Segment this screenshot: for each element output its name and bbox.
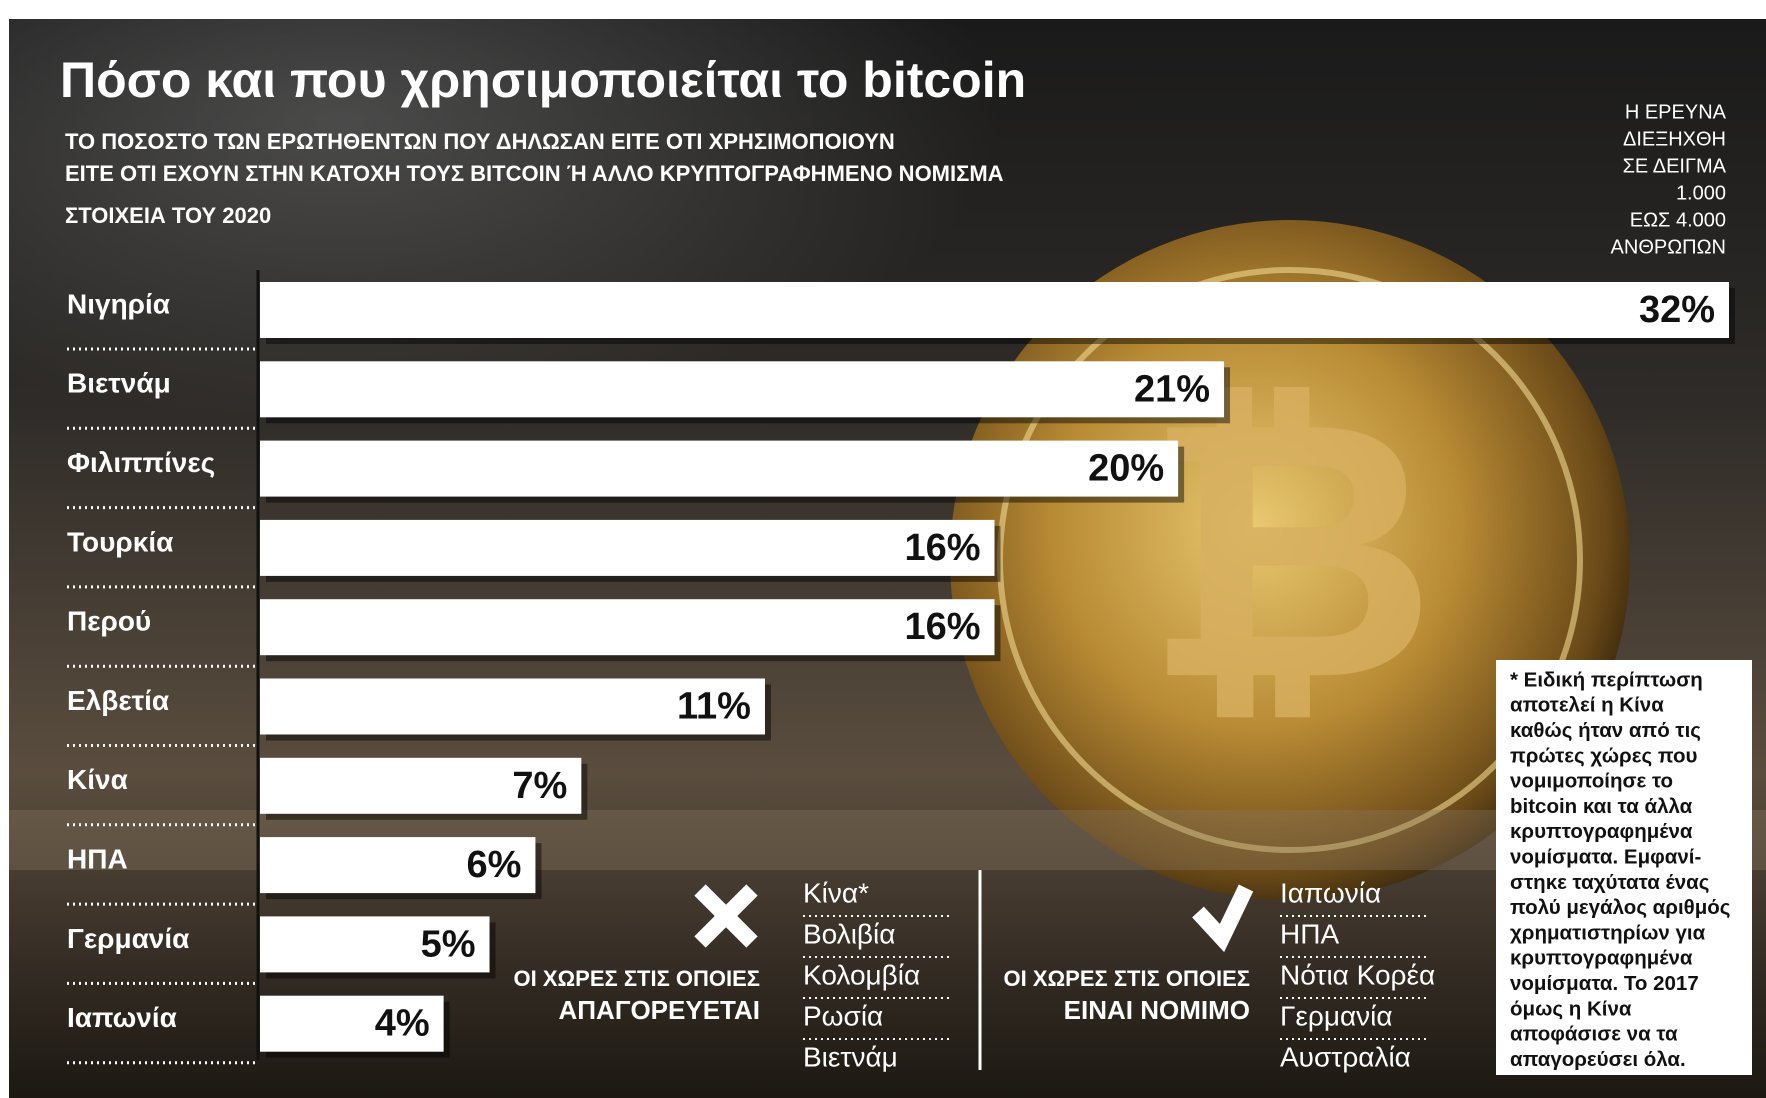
category-label: ΗΠΑ bbox=[67, 843, 128, 874]
value-label: 20% bbox=[1088, 448, 1164, 490]
haze bbox=[9, 19, 1109, 519]
footnote-line: bitcoin και τα άλλα bbox=[1510, 795, 1693, 818]
value-label: 5% bbox=[421, 923, 476, 965]
category-label: Τουρκία bbox=[67, 526, 173, 557]
banned-country: Βιετνάμ bbox=[803, 1041, 898, 1072]
footnote-line: πολύ μεγάλος αριθμός bbox=[1510, 896, 1730, 919]
bar bbox=[260, 440, 1179, 497]
bar bbox=[260, 361, 1225, 418]
footnote-line: πρώτες χώρες που bbox=[1510, 744, 1697, 767]
bar bbox=[260, 678, 765, 735]
category-label: Ελβετία bbox=[67, 685, 169, 716]
value-label: 16% bbox=[904, 606, 980, 648]
category-label: Φιλιππίνες bbox=[67, 447, 215, 478]
bar bbox=[260, 995, 444, 1052]
cross-icon bbox=[694, 884, 758, 948]
survey-note: ΔΙΕΞΗΧΘΗ bbox=[1623, 128, 1726, 150]
survey-note: 1.000 bbox=[1676, 182, 1726, 204]
footnote-line: χρηματιστηρίων για bbox=[1510, 921, 1706, 944]
value-label: 4% bbox=[375, 1003, 430, 1045]
category-label: Κίνα bbox=[67, 764, 128, 795]
source-year: ΣΤΟΙΧΕΙΑ ΤΟΥ 2020 bbox=[65, 203, 271, 228]
footnote-line: αποφάσισε να τα bbox=[1510, 1023, 1678, 1046]
banned-country: Κολομβία bbox=[803, 959, 920, 990]
chart-title: Πόσο και που χρησιμοποιείται το bitcoin bbox=[60, 52, 1026, 108]
category-label: Νιγηρία bbox=[67, 288, 170, 319]
footnote-line: νομίσματα. Εμφανί- bbox=[1510, 846, 1701, 869]
banned-country: Βολιβία bbox=[803, 918, 895, 949]
footnote-line: απαγορεύσει όλα. bbox=[1510, 1048, 1686, 1071]
subtitle: ΤΟ ΠΟΣΟΣΤΟ ΤΩΝ ΕΡΩΤΗΘΕΝΤΩΝ ΠΟΥ ΔΗΛΩΣΑΝ Ε… bbox=[65, 129, 895, 154]
footnote-line: * Ειδική περίπτωση bbox=[1510, 668, 1703, 691]
survey-note: ΕΩΣ 4.000 bbox=[1630, 209, 1726, 231]
value-label: 32% bbox=[1639, 289, 1715, 331]
legal-label: ΟΙ ΧΩΡΕΣ ΣΤΙΣ ΟΠΟΙΕΣ bbox=[1004, 966, 1250, 991]
footnote-line: κρυπτογραφημένα bbox=[1510, 820, 1693, 843]
bar bbox=[260, 916, 490, 973]
category-label: Βιετνάμ bbox=[67, 368, 171, 399]
legal-country: Νότια Κορέα bbox=[1280, 959, 1435, 990]
value-label: 21% bbox=[1134, 368, 1210, 410]
legal-country: Αυστραλία bbox=[1280, 1041, 1411, 1072]
category-label: Περού bbox=[67, 606, 151, 637]
subtitle: ΕΙΤΕ ΟΤΙ ΕΧΟΥΝ ΣΤΗΝ ΚΑΤΟΧΗ ΤΟΥΣ BITCOIN … bbox=[65, 161, 1004, 186]
footnote-line: στηκε ταχύτατα ένας bbox=[1510, 871, 1709, 894]
bar bbox=[260, 757, 582, 814]
category-label: Ιαπωνία bbox=[67, 1002, 177, 1033]
footnote-line: όμως η Κίνα bbox=[1510, 997, 1632, 1020]
coin-ring bbox=[997, 267, 1583, 853]
bar bbox=[260, 282, 1729, 338]
legal-country: ΗΠΑ bbox=[1280, 918, 1339, 949]
banned-label: ΑΠΑΓΟΡΕΥΕΤΑΙ bbox=[559, 995, 761, 1025]
footnote-line: καθώς ήταν από τις bbox=[1510, 719, 1701, 742]
footnote-box bbox=[1496, 660, 1752, 1075]
banned-label: ΟΙ ΧΩΡΕΣ ΣΤΙΣ ΟΠΟΙΕΣ bbox=[514, 966, 760, 991]
footnote-line: νομιμοποίησε το bbox=[1510, 770, 1673, 793]
footnote-line: κρυπτογραφημένα bbox=[1510, 947, 1693, 970]
banned-country: Ρωσία bbox=[803, 1000, 883, 1031]
survey-note: ΣΕ ΔΕΙΓΜΑ bbox=[1623, 155, 1727, 177]
value-label: 16% bbox=[904, 527, 980, 569]
value-label: 6% bbox=[467, 844, 522, 886]
survey-note: ΑΝΘΡΩΠΩΝ bbox=[1611, 236, 1726, 258]
footnote-line: νομίσματα. Το 2017 bbox=[1510, 972, 1699, 995]
bar bbox=[260, 837, 536, 894]
bar bbox=[260, 519, 995, 576]
survey-note: Η ΕΡΕΥΝΑ bbox=[1625, 101, 1727, 123]
value-label: 7% bbox=[512, 765, 567, 807]
check-icon bbox=[1192, 884, 1254, 953]
bar bbox=[260, 599, 995, 656]
legal-country: Ιαπωνία bbox=[1280, 877, 1381, 908]
banned-country: Κίνα* bbox=[803, 877, 869, 908]
footnote-line: αποτελεί η Κίνα bbox=[1510, 694, 1664, 717]
category-label: Γερμανία bbox=[67, 923, 189, 954]
value-label: 11% bbox=[677, 686, 751, 728]
legal-label: ΕΙΝΑΙ ΝΟΜΙΜΟ bbox=[1064, 995, 1250, 1025]
legal-country: Γερμανία bbox=[1280, 1000, 1393, 1031]
